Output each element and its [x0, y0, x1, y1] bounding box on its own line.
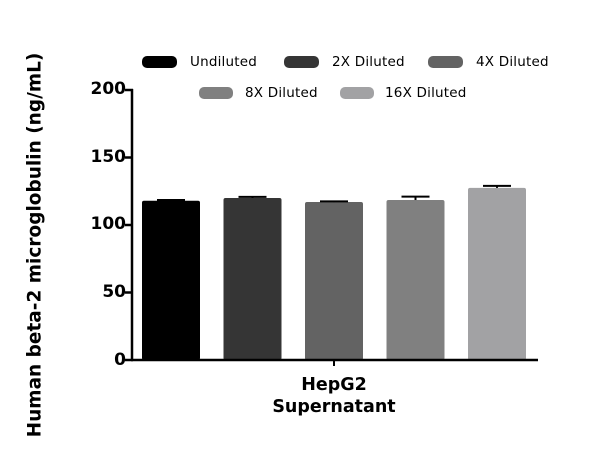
legend-label-undiluted: Undiluted — [190, 54, 258, 70]
legend-label-8x: 8X Diluted — [245, 85, 318, 101]
legend-swatch-8x — [199, 87, 233, 99]
bar-16x-diluted — [468, 187, 526, 360]
y-tick-label-0: 0 — [114, 350, 126, 370]
legend-swatch-16x — [340, 87, 374, 99]
bar-2x-diluted — [223, 198, 282, 360]
bars-group — [142, 184, 526, 360]
legend-label-4x: 4X Diluted — [476, 54, 549, 70]
y-tick-label-200: 200 — [90, 79, 127, 99]
legend-swatch-4x — [428, 56, 463, 68]
x-category-line2: Supernatant — [272, 397, 396, 417]
y-tick-label-150: 150 — [90, 147, 127, 167]
x-category-line1: HepG2 — [301, 375, 367, 395]
legend-swatch-2x — [284, 56, 319, 68]
bar-4x-diluted — [305, 202, 363, 360]
x-category-label: HepG2 Supernatant — [272, 374, 395, 418]
legend-label-2x: 2X Diluted — [332, 54, 405, 70]
y-tick-label-100: 100 — [90, 214, 127, 234]
bar-undiluted — [142, 200, 200, 360]
legend-label-16x: 16X Diluted — [385, 85, 467, 101]
y-tick-label-50: 50 — [102, 282, 126, 302]
bar-8x-diluted — [386, 200, 445, 360]
legend-swatch-undiluted — [142, 56, 177, 68]
